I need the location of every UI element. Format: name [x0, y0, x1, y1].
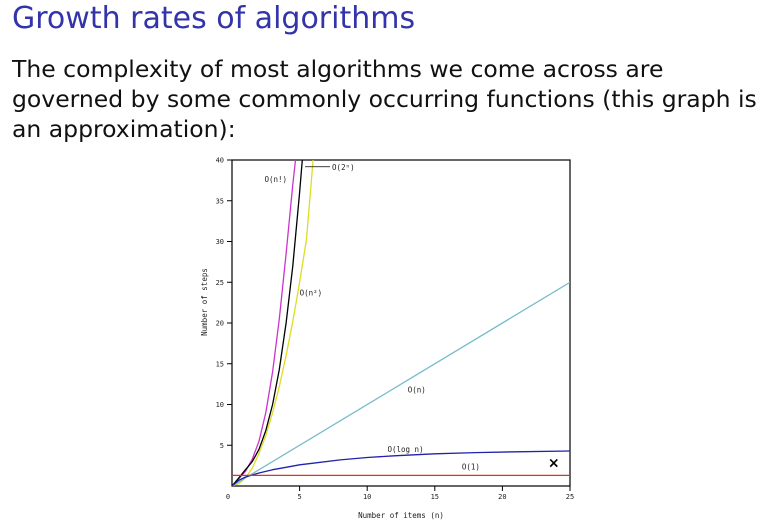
y-axis-label: Number of steps [200, 268, 209, 336]
series-line-o-n [232, 160, 314, 486]
curve-label-o-1: O(1) [462, 463, 480, 472]
x-tick-label-5: 5 [297, 493, 301, 501]
plot-frame [231, 159, 571, 487]
y-tick-label-30: 30 [216, 238, 224, 246]
y-tick-label-10: 10 [216, 401, 224, 409]
series-line-o-n [232, 160, 297, 486]
curve-label-o-log-n: O(log n) [387, 445, 423, 454]
y-tick-label-35: 35 [216, 197, 224, 205]
curve-label-o-n: O(n²) [300, 288, 323, 297]
y-tick-label-40: 40 [216, 157, 224, 165]
series-line-o-2 [232, 160, 303, 486]
series-line-o-n [232, 281, 570, 486]
y-axis-ticks: 5 10 15 20 25 30 35 40 [216, 157, 232, 450]
slide-title: Growth rates of algorithms [12, 1, 416, 36]
y-tick-label-15: 15 [216, 360, 224, 368]
y-tick-label-25: 25 [216, 279, 224, 287]
x-tick-label-0: 0 [226, 493, 230, 501]
curve-labels: O(n!) O(2ⁿ) O(n²) O(n) O(log n) O(1) [264, 163, 479, 472]
y-tick-label-5: 5 [220, 442, 224, 450]
curve-label-o-n: O(n) [408, 385, 426, 394]
x-axis-ticks: 0 5 10 15 20 25 [226, 486, 574, 501]
x-tick-label-25: 25 [566, 493, 574, 501]
series-lines [232, 160, 570, 486]
cross-marker: × [548, 455, 560, 471]
x-tick-label-10: 10 [363, 493, 371, 501]
x-axis-label: Number of items (n) [358, 511, 444, 520]
curve-label-o-n: O(n!) [264, 175, 287, 184]
y-tick-label-20: 20 [216, 320, 224, 328]
slide-body-text: The complexity of most algorithms we com… [12, 55, 757, 143]
x-tick-label-20: 20 [498, 493, 506, 501]
curve-label-o-2: O(2ⁿ) [332, 163, 355, 172]
series-line-o-log-n [232, 450, 570, 486]
x-tick-label-15: 15 [431, 493, 439, 501]
